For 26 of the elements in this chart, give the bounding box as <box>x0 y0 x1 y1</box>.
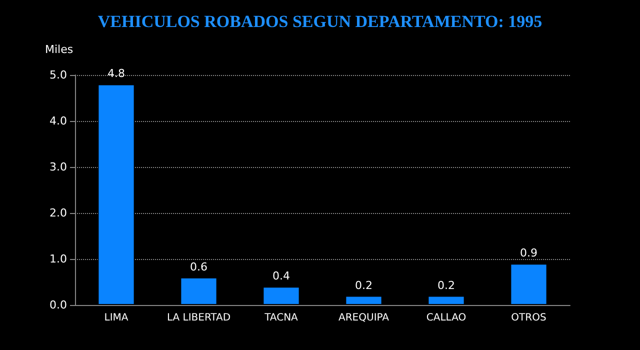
data-label: 0.2 <box>355 278 372 292</box>
bar <box>345 296 382 305</box>
x-tick-label: OTROS <box>511 312 546 324</box>
y-tick-label: 3.0 <box>50 160 67 174</box>
y-tick-label: 2.0 <box>50 206 67 220</box>
data-label: 0.4 <box>272 270 290 283</box>
bar <box>428 296 465 305</box>
bar <box>510 264 548 305</box>
x-tick-label: LA LIBERTAD <box>166 312 231 324</box>
y-tick-label: 4.0 <box>50 114 67 128</box>
bar <box>180 277 218 305</box>
chart-title: VEHICULOS ROBADOS SEGUN DEPARTAMENTO: 1995 <box>98 12 542 31</box>
y-tick-label: 5.0 <box>50 68 67 82</box>
x-tick-label: LIMA <box>104 312 128 324</box>
data-label: 0.9 <box>520 246 538 260</box>
x-tick-label: CALLAO <box>426 312 466 324</box>
y-tick-label: 0.0 <box>50 298 67 312</box>
data-label: 4.8 <box>108 67 125 80</box>
y-axis-title: Miles <box>45 43 74 56</box>
x-tick-label: TACNA <box>264 312 298 324</box>
data-label: 0.2 <box>438 278 455 292</box>
bar <box>98 84 135 305</box>
y-tick-label: 1.0 <box>50 252 67 266</box>
x-tick-label: AREQUIPA <box>338 312 390 324</box>
bar <box>262 286 300 305</box>
data-label: 0.6 <box>190 260 208 274</box>
